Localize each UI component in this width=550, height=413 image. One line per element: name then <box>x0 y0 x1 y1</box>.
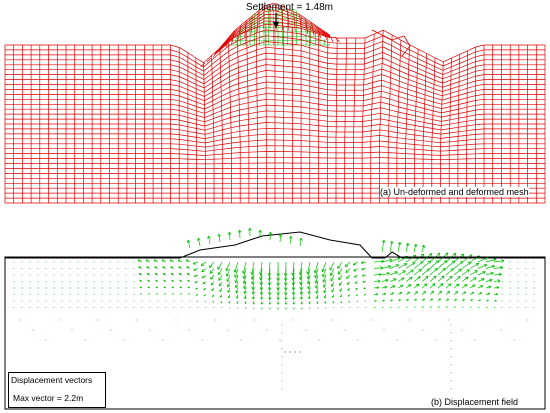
bottom-panel-frame <box>4 256 546 410</box>
legend-max-vector: Max vector = 2.2m <box>13 393 84 403</box>
displacement-panel <box>5 227 545 390</box>
vector-legend: Displacement vectors Max vector = 2.2m <box>8 372 106 408</box>
mesh-panel <box>4 3 546 204</box>
displacement-caption: (b) Displacement field <box>431 397 519 407</box>
legend-title: Displacement vectors <box>11 375 93 385</box>
settlement-arrowhead <box>273 22 279 28</box>
mesh-caption: (a) Un-deformed and deformed mesh <box>380 187 529 197</box>
settlement-annotation: Settlement = 1.48m <box>246 2 333 13</box>
